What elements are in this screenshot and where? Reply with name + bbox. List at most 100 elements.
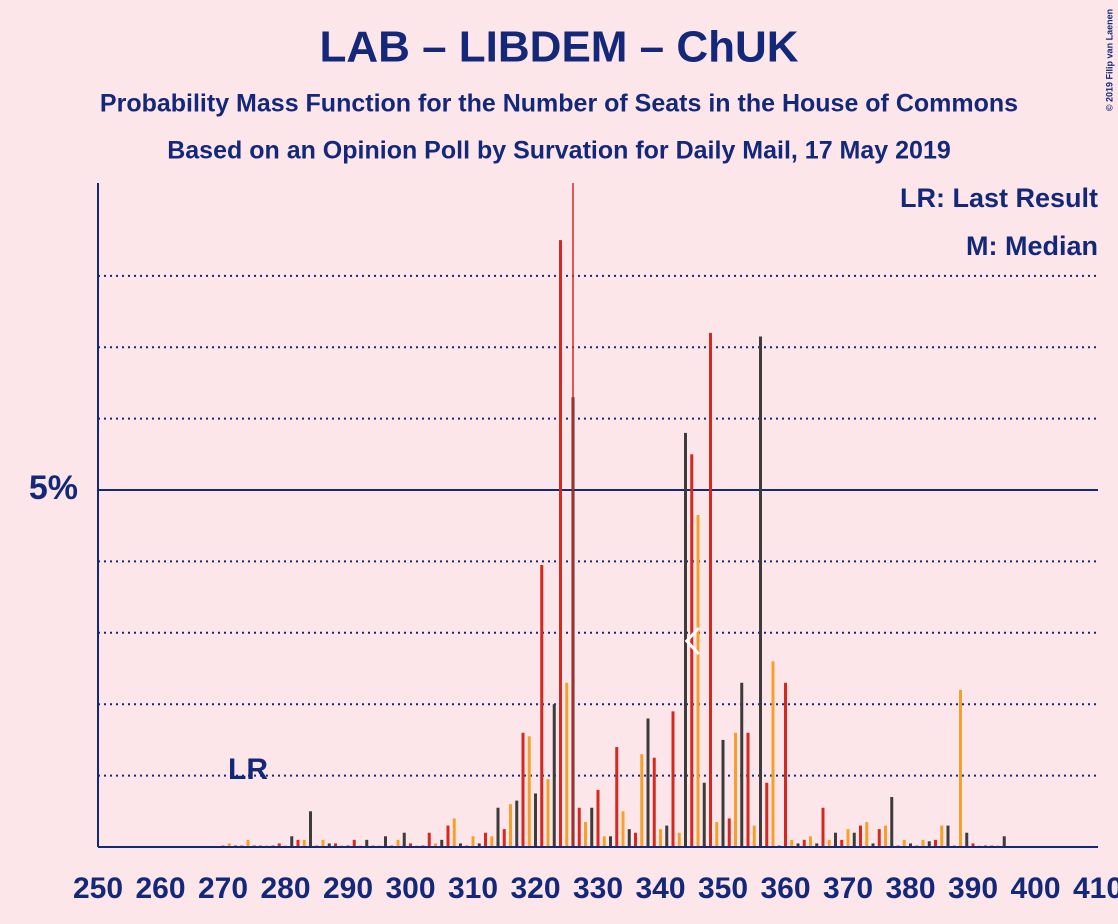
x-tick-label: 370 (823, 872, 873, 905)
bar (365, 839, 369, 847)
bar (871, 843, 875, 847)
bar (527, 736, 531, 847)
chart-title: LAB – LIBDEM – ChUK (319, 23, 798, 72)
x-tick-label: 380 (885, 872, 935, 905)
x-tick-label: 290 (323, 872, 373, 905)
bar (471, 836, 475, 847)
x-tick-label: 340 (635, 872, 685, 905)
bar (609, 836, 612, 847)
median-marker (684, 626, 700, 656)
chart-subtitle: Probability Mass Function for the Number… (100, 90, 1018, 118)
bar (590, 807, 594, 847)
bar (921, 839, 925, 847)
bar (965, 832, 969, 847)
bar (765, 782, 769, 847)
bar (877, 829, 881, 847)
bar (677, 832, 681, 847)
bar (440, 839, 444, 847)
bar (596, 789, 600, 847)
bar (446, 825, 450, 847)
bar (690, 454, 694, 847)
y-tick-label: 5% (29, 469, 78, 507)
bar (940, 825, 944, 847)
bar (834, 832, 837, 847)
bar (227, 843, 231, 847)
x-tick-label: 300 (385, 872, 435, 905)
x-tick-label: 320 (510, 872, 560, 905)
x-tick-label: 360 (760, 872, 810, 905)
bar (490, 836, 494, 847)
bar (409, 843, 412, 847)
copyright: © 2019 Filip van Laenen (1104, 9, 1114, 111)
bar (246, 839, 250, 847)
bar (784, 682, 787, 847)
bar (634, 832, 637, 847)
x-tick-label: 330 (573, 872, 623, 905)
bar (671, 711, 675, 847)
bar (584, 822, 587, 847)
bar (640, 754, 644, 847)
bar (402, 832, 406, 847)
bar (665, 825, 669, 847)
last-result-label: LR (228, 753, 268, 786)
x-tick-label: 270 (198, 872, 248, 905)
bar (427, 832, 431, 847)
x-tick-label: 350 (698, 872, 748, 905)
bar (296, 839, 300, 847)
bar (534, 793, 537, 847)
x-tick-label: 250 (73, 872, 123, 905)
bar (771, 661, 775, 847)
bar (502, 829, 506, 847)
bar (734, 732, 737, 847)
bar (659, 829, 662, 847)
bar (809, 836, 812, 847)
bar (902, 839, 906, 847)
bar (796, 843, 800, 847)
bar (327, 843, 331, 847)
bar (515, 800, 519, 847)
bar (752, 825, 756, 847)
bar (890, 797, 894, 847)
bar (846, 829, 850, 847)
bar (334, 843, 337, 847)
bar (302, 839, 306, 847)
x-tick-label: 280 (260, 872, 310, 905)
bar (559, 240, 562, 847)
bar (602, 836, 606, 847)
bar (859, 825, 862, 847)
bar (684, 432, 687, 847)
bar (577, 807, 581, 847)
bar (277, 843, 281, 847)
bar (709, 332, 712, 847)
x-tick-label: 310 (448, 872, 498, 905)
chart-subtitle: Based on an Opinion Poll by Survation fo… (167, 137, 951, 165)
bar (321, 839, 325, 847)
x-tick-label: 390 (948, 872, 998, 905)
bar (646, 718, 650, 847)
bar (934, 839, 937, 847)
bar (290, 836, 294, 847)
bar (484, 832, 487, 847)
bar (865, 822, 869, 847)
bar (1002, 836, 1006, 847)
bar (715, 822, 719, 847)
bar (740, 682, 744, 847)
bar (909, 843, 912, 847)
bar (721, 739, 725, 847)
legend-entry: M: Median (966, 231, 1098, 261)
bar (927, 841, 931, 847)
bar (352, 839, 356, 847)
bar (790, 839, 794, 847)
x-tick-label: 400 (1010, 872, 1060, 905)
bar (309, 811, 312, 847)
bar (702, 782, 706, 847)
x-tick-label: 260 (135, 872, 185, 905)
bar (971, 843, 975, 847)
x-tick-label: 410 (1073, 872, 1118, 905)
bar (759, 336, 762, 847)
bar (821, 807, 825, 847)
bar (509, 804, 512, 847)
bar (565, 682, 569, 847)
bar (452, 818, 456, 847)
bar (652, 757, 656, 847)
